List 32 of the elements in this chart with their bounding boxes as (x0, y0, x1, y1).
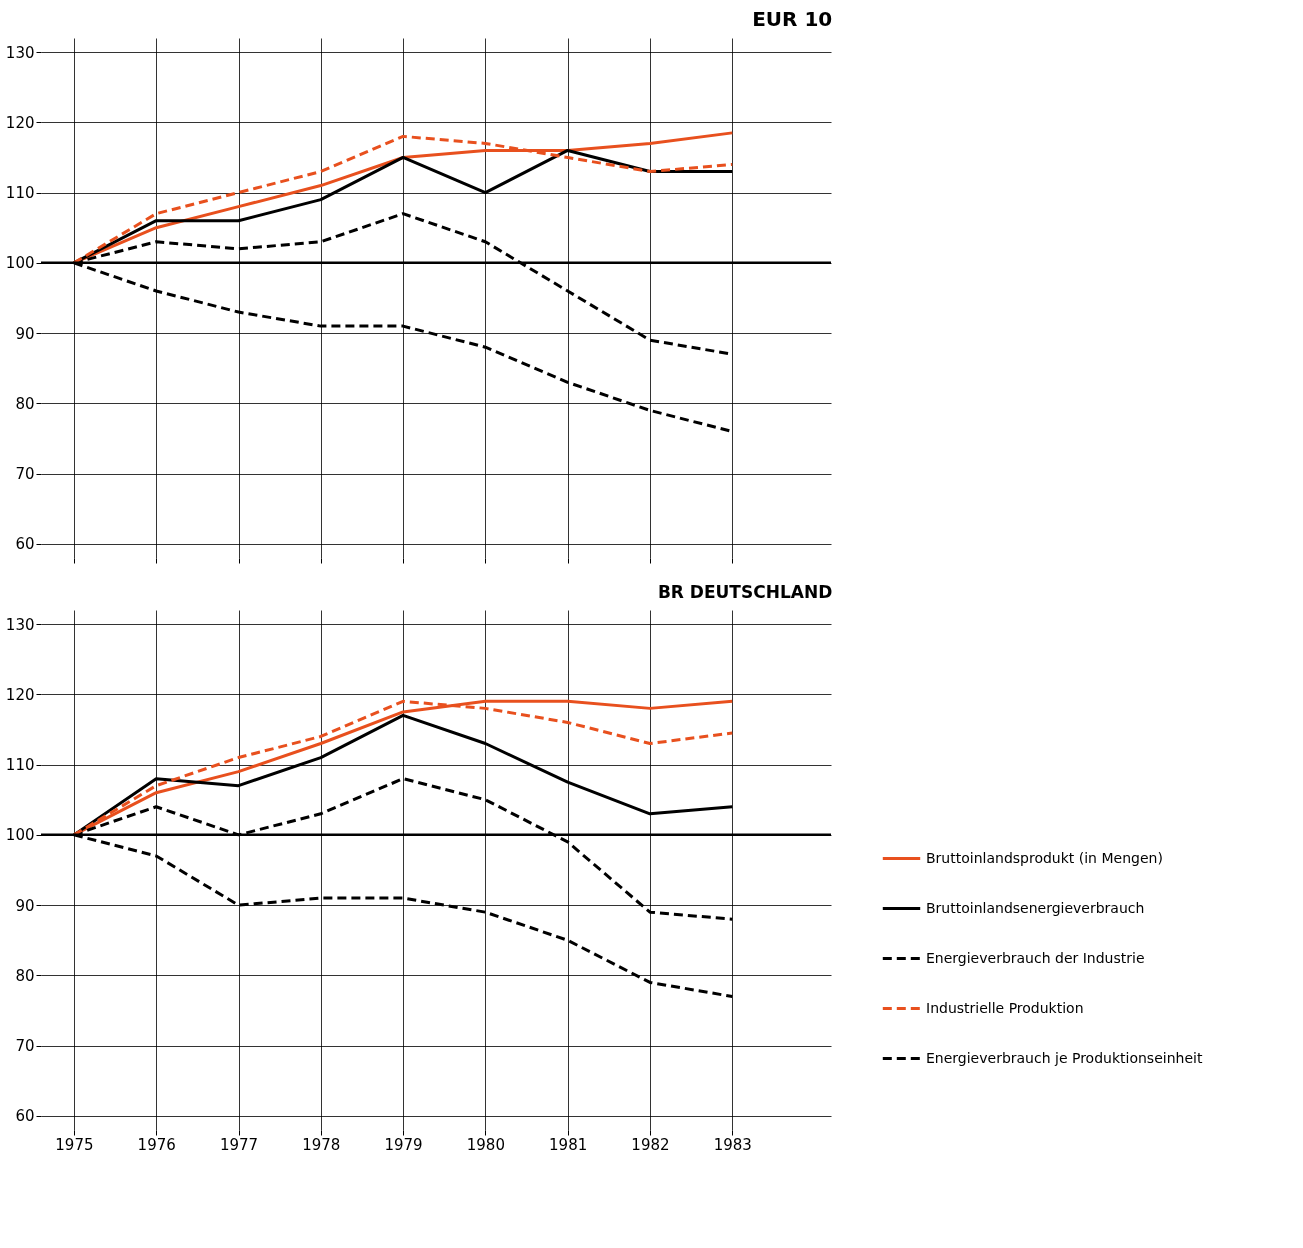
y-tick-label: 60 (15, 535, 35, 554)
legend-label: Energieverbrauch der Industrie (926, 949, 1145, 966)
y-tick-label: 80 (15, 966, 35, 985)
x-tick-label: 1975 (55, 1135, 94, 1154)
x-tick-label: 1983 (713, 1135, 752, 1154)
x-tick-label: 1978 (302, 1135, 341, 1154)
legend-label: Bruttoinlandsprodukt (in Mengen) (926, 849, 1163, 866)
x-tick-label: 1982 (631, 1135, 670, 1154)
chart-title: EUR 10 (752, 7, 833, 31)
y-tick-label: 110 (5, 184, 35, 203)
legend-label: Industrielle Produktion (926, 999, 1084, 1016)
x-tick-label: 1980 (466, 1135, 505, 1154)
chart-title: BR DEUTSCHLAND (657, 582, 833, 602)
y-tick-label: 120 (5, 113, 35, 132)
y-tick-label: 90 (15, 324, 35, 343)
y-tick-label: 70 (15, 1037, 35, 1056)
y-tick-label: 100 (5, 254, 35, 273)
y-tick-label: 60 (15, 1107, 35, 1126)
y-tick-label: 120 (5, 685, 35, 704)
x-tick-label: 1979 (384, 1135, 423, 1154)
y-tick-label: 70 (15, 465, 35, 484)
y-tick-label: 100 (5, 826, 35, 845)
legend-label: Energieverbrauch je Produktionseinheit (926, 1049, 1203, 1066)
y-tick-label: 130 (5, 43, 35, 62)
y-tick-label: 80 (15, 394, 35, 413)
x-tick-label: 1977 (219, 1135, 259, 1154)
y-tick-label: 110 (5, 756, 35, 775)
x-tick-label: 1981 (549, 1135, 588, 1154)
y-tick-label: 130 (5, 615, 35, 634)
x-tick-label: 1976 (137, 1135, 176, 1154)
y-tick-label: 90 (15, 896, 35, 915)
legend-label: Bruttoinlandsenergieverbrauch (926, 899, 1145, 916)
